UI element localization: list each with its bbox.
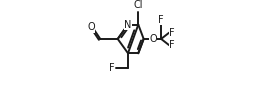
Text: F: F <box>169 28 175 38</box>
Text: Cl: Cl <box>134 0 143 10</box>
Text: F: F <box>158 15 164 25</box>
Text: F: F <box>109 63 114 73</box>
Text: O: O <box>87 22 95 32</box>
Text: O: O <box>149 34 157 44</box>
Text: F: F <box>169 40 175 50</box>
Text: N: N <box>124 20 132 30</box>
